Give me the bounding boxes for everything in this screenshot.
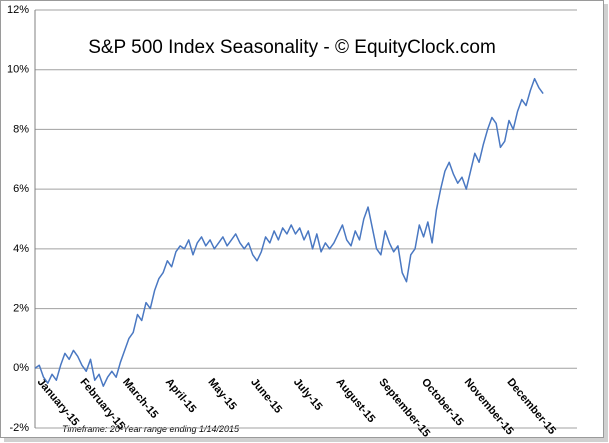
y-tick-label: -2% [9,422,29,434]
y-tick-label: 4% [13,243,29,255]
y-tick-label: 2% [13,302,29,314]
frame-shadow [4,438,608,442]
y-tick-label: 6% [13,183,29,195]
data-line [34,77,544,387]
y-tick-label: 10% [7,64,29,76]
chart-title: S&P 500 Index Seasonality - © EquityCloc… [88,37,496,58]
y-tick-label: 12% [7,4,29,16]
y-tick-label: 8% [13,123,29,135]
y-tick-label: 0% [13,362,29,374]
note: Timeframe: 20-Year range ending 1/14/201… [62,424,240,434]
frame-shadow [604,4,608,442]
